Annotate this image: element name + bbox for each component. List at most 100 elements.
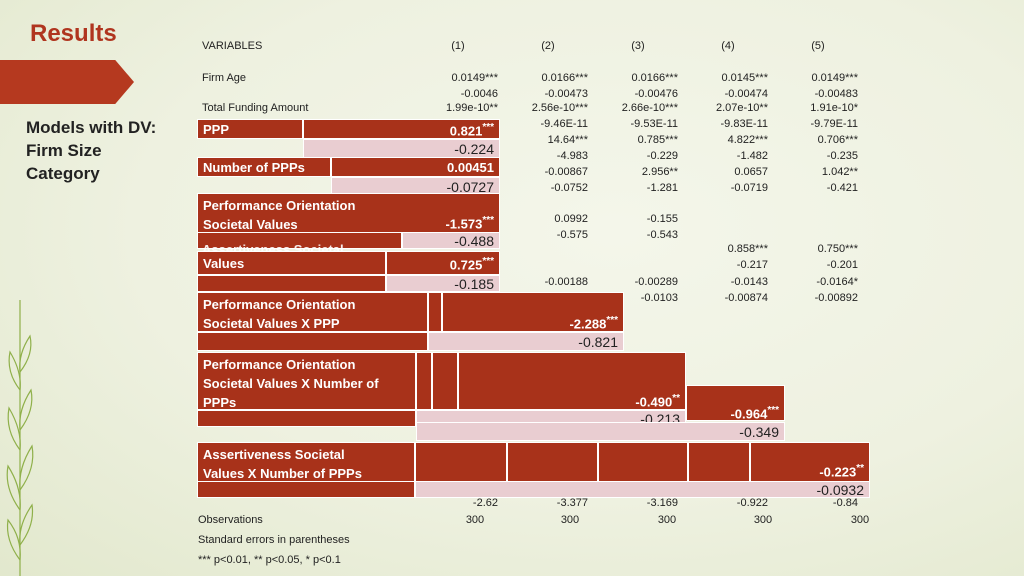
- cell: 2.66e-10***: [621, 102, 678, 114]
- header-col-1: (1): [451, 40, 465, 52]
- highlight-assert-x-ppp-se: -0.349: [739, 424, 779, 440]
- highlight-num-ppps-coef-box: 0.00451: [331, 157, 500, 177]
- cell: 2.956**: [641, 166, 678, 178]
- cell: -2.62: [472, 497, 498, 509]
- slide-subtitle: Models with DV: Firm Size Category: [26, 116, 186, 185]
- row-label-observations: Observations: [198, 514, 263, 526]
- cell: 300: [560, 514, 580, 526]
- cell: -0.543: [646, 229, 678, 241]
- cell: -0.00289: [634, 276, 678, 288]
- cell: 14.64***: [547, 134, 588, 146]
- coef-value: -1.573: [445, 216, 483, 232]
- cell: -0.922: [736, 497, 768, 509]
- cell: -0.0719: [730, 182, 768, 194]
- coef-value: -0.964: [730, 406, 768, 422]
- coef-value: -0.490: [635, 394, 673, 410]
- cell: -0.201: [826, 259, 858, 271]
- highlight-perf-label: Performance Orientation Societal Values: [203, 196, 355, 234]
- cell: -0.155: [646, 213, 678, 225]
- highlight-assert-label: Values: [203, 256, 245, 271]
- cell: -0.84: [832, 497, 858, 509]
- cell: -3.377: [556, 497, 588, 509]
- header-col-5: (5): [811, 40, 825, 52]
- highlight-assert-x-num-coef: -0.223**: [819, 463, 864, 479]
- highlight-assert-x-ppp-coef: -0.964***: [730, 405, 779, 421]
- highlight-assert-x-num-se: -0.0932: [816, 482, 864, 498]
- cell: 1.042**: [821, 166, 858, 178]
- stars: ***: [482, 215, 494, 226]
- cell: -9.46E-11: [540, 118, 589, 130]
- highlight-perf-x-num-coef-box: -0.490**: [458, 352, 686, 410]
- highlight-cell: [415, 442, 507, 482]
- highlight-assert-x-ppp-coef-box: -0.964***: [686, 385, 785, 421]
- highlight-perf-x-ppp-label-box: Performance Orientation Societal Values …: [197, 292, 428, 332]
- label-line: Values X Number of PPPs: [203, 466, 362, 481]
- cell: -0.00476: [634, 88, 678, 100]
- highlight-cell: [432, 352, 458, 410]
- highlight-perf-se-label-box: [197, 232, 402, 249]
- highlight-assert-x-num-coef-box: -0.223**: [750, 442, 870, 482]
- highlight-assert-se: -0.185: [454, 276, 494, 292]
- highlight-num-ppps-label-box: Number of PPPs: [197, 157, 331, 177]
- cell: -9.53E-11: [630, 118, 679, 130]
- cell: -0.235: [826, 150, 858, 162]
- highlight-perf-x-ppp-label: Performance Orientation Societal Values …: [203, 295, 355, 333]
- highlight-perf-x-ppp-se: -0.821: [578, 334, 618, 350]
- stars: ***: [482, 122, 494, 133]
- highlight-assert-coef: 0.725***: [450, 256, 494, 272]
- cell: -0.575: [556, 229, 588, 241]
- highlight-perf-x-num-coef: -0.490**: [635, 393, 680, 409]
- highlight-perf-x-ppp-se-box: -0.821: [428, 332, 624, 351]
- cell: 0.0145***: [721, 72, 769, 84]
- highlight-assert-x-num-se-label-box: [197, 481, 415, 498]
- highlight-assert-x-num-se-box: -0.0932: [415, 481, 870, 498]
- header-col-2: (2): [541, 40, 555, 52]
- highlight-ppp-label: PPP: [203, 122, 230, 137]
- label-line: Assertiveness Societal: [203, 447, 345, 462]
- label-line: Performance Orientation: [203, 297, 356, 312]
- highlight-perf-x-num-se-label-box: [197, 410, 416, 427]
- cell: -0.00867: [544, 166, 588, 178]
- cell: 0.858***: [727, 243, 768, 255]
- cell: -0.00473: [544, 88, 588, 100]
- highlight-ppp-label-box: PPP: [197, 119, 303, 139]
- cell: 300: [753, 514, 773, 526]
- highlight-assert-x-num-label-box: Assertiveness Societal Values X Number o…: [197, 442, 415, 482]
- highlight-perf-coef: -1.573***: [445, 215, 494, 231]
- highlight-perf-x-ppp-coef-box: -2.288***: [442, 292, 624, 332]
- cell: 300: [657, 514, 677, 526]
- subtitle-line: Category: [26, 164, 100, 183]
- cell: 0.0992: [554, 213, 588, 225]
- highlight-assert-se-box: -0.185: [386, 275, 500, 292]
- cell: -0.00892: [814, 292, 858, 304]
- cell: -1.281: [646, 182, 678, 194]
- cell: 0.0166***: [541, 72, 589, 84]
- cell: -0.421: [826, 182, 858, 194]
- cell: -0.0752: [550, 182, 588, 194]
- row-label-total-funding: Total Funding Amount: [202, 102, 309, 114]
- label-line: Societal Values X PPP: [203, 316, 340, 331]
- cell: -0.0143: [730, 276, 768, 288]
- highlight-cell: [416, 352, 432, 410]
- label-line: Performance Orientation: [203, 357, 356, 372]
- cell: 0.706***: [817, 134, 858, 146]
- subtitle-line: Firm Size: [26, 141, 102, 160]
- label-line: Societal Values: [203, 217, 298, 232]
- coef-value: 0.725: [449, 257, 483, 273]
- highlight-cell: [598, 442, 688, 482]
- subtitle-line: Models with DV:: [26, 118, 157, 137]
- cell: -0.217: [736, 259, 768, 271]
- stars: ***: [482, 256, 494, 267]
- cell: 2.56e-10***: [531, 102, 588, 114]
- cell: 0.0166***: [631, 72, 679, 84]
- highlight-perf-se: -0.488: [454, 233, 494, 249]
- stars: **: [672, 393, 680, 404]
- highlight-ppp-coef: 0.821***: [450, 122, 494, 138]
- slide-title: Results: [30, 20, 117, 47]
- cell: 1.91e-10*: [810, 102, 858, 114]
- cell: -3.169: [646, 497, 678, 509]
- label-line: Performance Orientation: [203, 198, 356, 213]
- coef-value: -2.288: [569, 316, 607, 332]
- accent-chevron: [0, 60, 134, 104]
- cell: -0.00188: [544, 276, 588, 288]
